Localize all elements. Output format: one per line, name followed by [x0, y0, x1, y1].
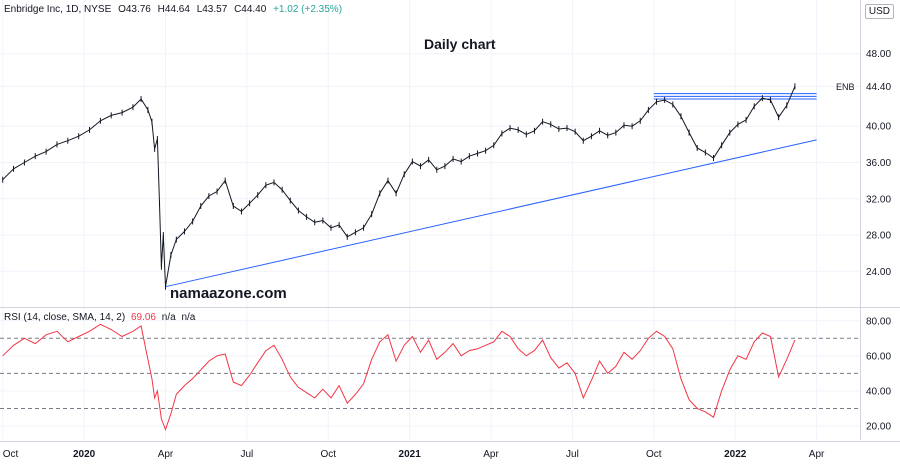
- open-value: O43.76: [118, 4, 151, 15]
- rsi-tick-label: 20.00: [866, 421, 891, 432]
- price-tick-label: 36.00: [866, 158, 891, 169]
- time-tick-label: 2021: [399, 449, 422, 460]
- rsi-label[interactable]: RSI (14, close, SMA, 14, 2): [4, 312, 126, 323]
- price-tick-label: 48.00: [866, 49, 891, 60]
- change-value: +1.02 (+2.35%): [273, 4, 343, 15]
- time-tick-label: Jul: [240, 449, 253, 460]
- rsi-na-2: n/a: [181, 312, 196, 323]
- time-tick-label: 2022: [724, 449, 747, 460]
- price-tick-label: 24.00: [866, 267, 891, 278]
- watermark-text: namaazone.com: [170, 285, 287, 302]
- price-series-line: [2, 86, 796, 287]
- high-value: H44.64: [157, 4, 190, 15]
- rsi-na-1: n/a: [161, 312, 176, 323]
- time-tick-label: Oct: [320, 449, 336, 460]
- last-price-label: 44.40: [866, 82, 891, 93]
- low-value: L43.57: [196, 4, 228, 15]
- close-value: C44.40: [234, 4, 267, 15]
- time-tick-label: Apr: [483, 449, 499, 460]
- rsi-series-line: [2, 323, 796, 431]
- time-tick-label: Oct: [646, 449, 662, 460]
- rsi-value: 69.06: [130, 312, 156, 323]
- chart-title: Daily chart: [424, 36, 496, 52]
- price-tick-label: 28.00: [866, 231, 891, 242]
- price-tick-label: 32.00: [866, 194, 891, 205]
- last-price-box: [861, 79, 899, 94]
- rsi-header: RSI (14, close, SMA, 14, 2) 69.06 n/a n/…: [4, 312, 198, 323]
- time-tick-label: Oct: [3, 449, 19, 460]
- ticker-label: ENB: [836, 82, 855, 92]
- rsi-tick-label: 40.00: [866, 386, 891, 397]
- rsi-tick-label: 80.00: [866, 316, 891, 327]
- time-tick-label: 2020: [73, 449, 96, 460]
- time-tick-label: Apr: [158, 449, 174, 460]
- price-tick-label: 40.00: [866, 122, 891, 133]
- currency-button[interactable]: USD: [864, 4, 894, 19]
- support-trendline: [165, 139, 817, 288]
- time-tick-label: Jul: [566, 449, 579, 460]
- symbol-header: Enbridge Inc, 1D, NYSE O43.76 H44.64 L43…: [4, 4, 346, 15]
- time-tick-label: Apr: [809, 449, 825, 460]
- symbol-label[interactable]: Enbridge Inc, 1D, NYSE: [4, 4, 112, 15]
- rsi-tick-label: 60.00: [866, 351, 891, 362]
